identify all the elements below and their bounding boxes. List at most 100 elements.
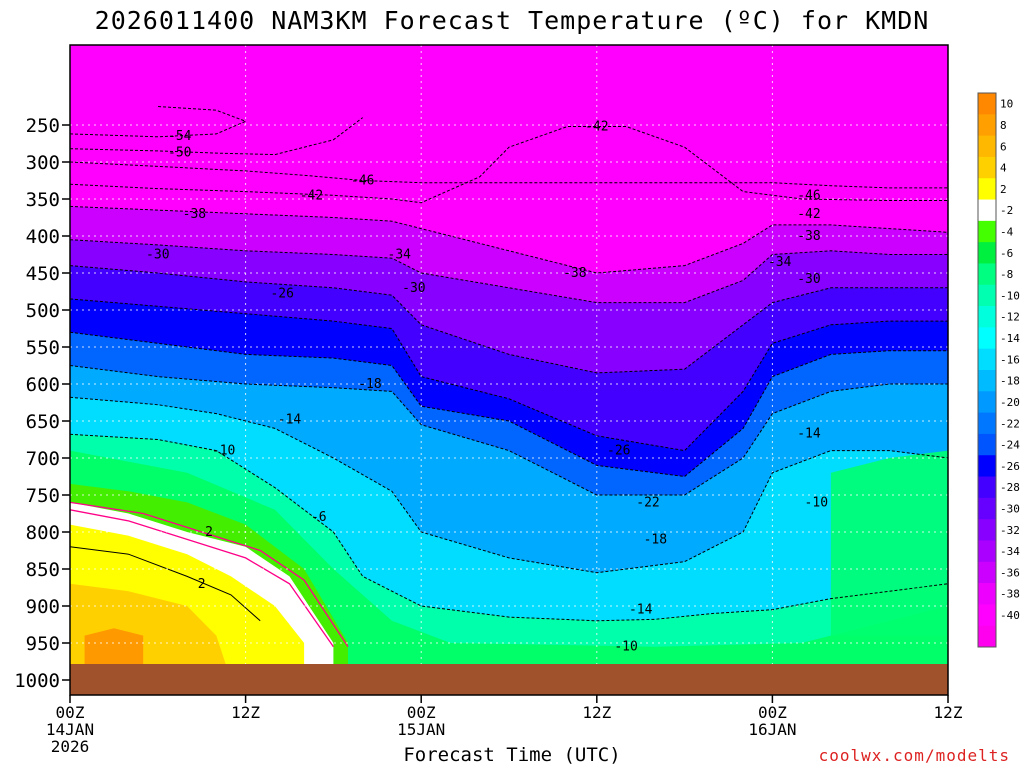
isotherm--50 xyxy=(70,117,364,156)
y-tick-label-750: 750 xyxy=(26,485,60,507)
colorbar-label-12: -16 xyxy=(1000,353,1020,366)
colorbar-label-1: 8 xyxy=(1000,119,1007,132)
y-tick-label-600: 600 xyxy=(26,374,60,396)
colorbar-swatch-5 xyxy=(978,199,996,222)
colorbar-swatch-7 xyxy=(978,242,996,264)
contour-label-16: -22 xyxy=(636,495,659,510)
contour-label-3: -42 xyxy=(300,188,323,203)
x-tick-label-36-0: 12Z xyxy=(582,703,611,722)
y-tick-label-650: 650 xyxy=(26,411,60,433)
y-tick-label-250: 250 xyxy=(26,115,60,137)
contour-label-14: -38 xyxy=(563,266,586,281)
isotherm--18 xyxy=(70,365,948,496)
colorbar-swatch-8 xyxy=(978,263,996,286)
colorbar-label-8: -8 xyxy=(1000,268,1013,281)
y-tick-label-500: 500 xyxy=(26,300,60,322)
contour-label-12: -6 xyxy=(311,510,327,525)
colorbar-label-2: 6 xyxy=(1000,140,1007,153)
contour-label-15: -26 xyxy=(607,444,630,459)
colorbar-swatch-24 xyxy=(978,604,996,627)
colorbar-label-11: -14 xyxy=(1000,332,1020,345)
contour-label-13: -42 xyxy=(585,119,608,134)
contour-label-27: 2 xyxy=(205,525,213,540)
colorbar-frame xyxy=(977,92,997,648)
contour-label-28: 2 xyxy=(198,577,206,592)
colorbar-swatch-19 xyxy=(978,497,996,520)
colorbar-label-13: -18 xyxy=(1000,375,1020,388)
colorbar-swatch-25 xyxy=(978,625,996,648)
contour-label-22: -38 xyxy=(797,229,820,244)
colorbar-label-18: -28 xyxy=(1000,481,1020,494)
contour-label-6: -26 xyxy=(270,287,293,302)
colorbar-label-21: -34 xyxy=(1000,545,1020,558)
contour-label-21: -42 xyxy=(797,207,820,222)
contour-label-7: -34 xyxy=(388,248,412,263)
colorbar-swatch-2 xyxy=(978,135,996,158)
y-tick-label-300: 300 xyxy=(26,152,60,174)
colorbar-label-5: -2 xyxy=(1000,204,1013,217)
y-tick-label-850: 850 xyxy=(26,559,60,581)
colorbar-swatch-9 xyxy=(978,284,996,307)
x-axis-title: Forecast Time (UTC) xyxy=(403,744,621,766)
colorbar-swatch-14 xyxy=(978,391,996,414)
isotherm--22 xyxy=(70,331,948,478)
credit-link[interactable]: coolwx.com/modelts xyxy=(818,746,1010,765)
y-tick-label-350: 350 xyxy=(26,189,60,211)
colorbar-swatch-3 xyxy=(978,156,996,179)
colorbar-label-9: -10 xyxy=(1000,289,1020,302)
y-tick-label-400: 400 xyxy=(26,226,60,248)
colorbar-label-3: 4 xyxy=(1000,162,1007,175)
contour-label-11: -10 xyxy=(212,444,235,459)
colorbar-label-15: -22 xyxy=(1000,417,1020,430)
contour-label-20: -46 xyxy=(797,188,820,203)
colorbar-swatch-16 xyxy=(978,433,996,456)
contour-label-9: -18 xyxy=(358,377,381,392)
chart-title: 2026011400 NAM3KM Forecast Temperature (… xyxy=(94,6,930,35)
x-tick-label-24-1: 15JAN xyxy=(397,720,445,739)
contour-label-2: -46 xyxy=(351,174,374,189)
isotherm--26 xyxy=(70,298,948,452)
contour-label-10: -14 xyxy=(278,413,302,428)
x-tick-label-0-0: 00Z xyxy=(56,703,85,722)
contour-label-24: -30 xyxy=(797,272,820,287)
x-tick-label-60-0: 12Z xyxy=(934,703,963,722)
freezing-line-2 xyxy=(70,501,349,648)
contour-label-4: -38 xyxy=(183,207,206,222)
x-tick-label-0-1: 14JAN xyxy=(46,720,94,739)
x-tick-label-48-0: 00Z xyxy=(758,703,787,722)
y-tick-label-950: 950 xyxy=(26,633,60,655)
plot-frame xyxy=(69,44,949,696)
y-tick-label-700: 700 xyxy=(26,448,60,470)
colorbar-swatch-10 xyxy=(978,306,996,328)
isotherm--10 xyxy=(70,433,948,622)
colorbar-label-16: -24 xyxy=(1000,439,1020,452)
colorbar-label-19: -30 xyxy=(1000,503,1020,516)
colorbar-label-23: -38 xyxy=(1000,588,1020,601)
colorbar-swatch-22 xyxy=(978,561,996,584)
isotherm-contours xyxy=(70,106,948,622)
contour-label-23: -34 xyxy=(768,255,792,270)
colorbar-swatch-1 xyxy=(978,114,996,137)
contour-label-17: -18 xyxy=(644,532,667,547)
colorbar-swatch-6 xyxy=(978,220,996,243)
colorbar-label-7: -6 xyxy=(1000,247,1013,260)
colorbar-swatch-23 xyxy=(978,583,996,605)
contour-label-25: -14 xyxy=(797,427,821,442)
isotherm--30 xyxy=(70,265,948,374)
colorbar-swatch-0 xyxy=(978,93,996,115)
colorbar-label-14: -20 xyxy=(1000,396,1020,409)
x-tick-label-24-0: 00Z xyxy=(407,703,436,722)
contour-label-8: -30 xyxy=(402,281,425,296)
x-tick-label-48-1: 16JAN xyxy=(748,720,796,739)
isotherm--46 xyxy=(70,161,948,189)
colorbar-label-10: -12 xyxy=(1000,311,1020,324)
band-green-late xyxy=(830,450,948,636)
freezing-line-1 xyxy=(70,509,334,648)
colorbar-swatch-20 xyxy=(978,519,996,541)
colorbar-label-6: -4 xyxy=(1000,226,1014,239)
x-tick-label-0-2: 2026 xyxy=(51,737,90,756)
contour-label-19: -10 xyxy=(614,640,637,655)
y-tick-label-900: 900 xyxy=(26,596,60,618)
contour-label-1: -50 xyxy=(168,145,191,160)
